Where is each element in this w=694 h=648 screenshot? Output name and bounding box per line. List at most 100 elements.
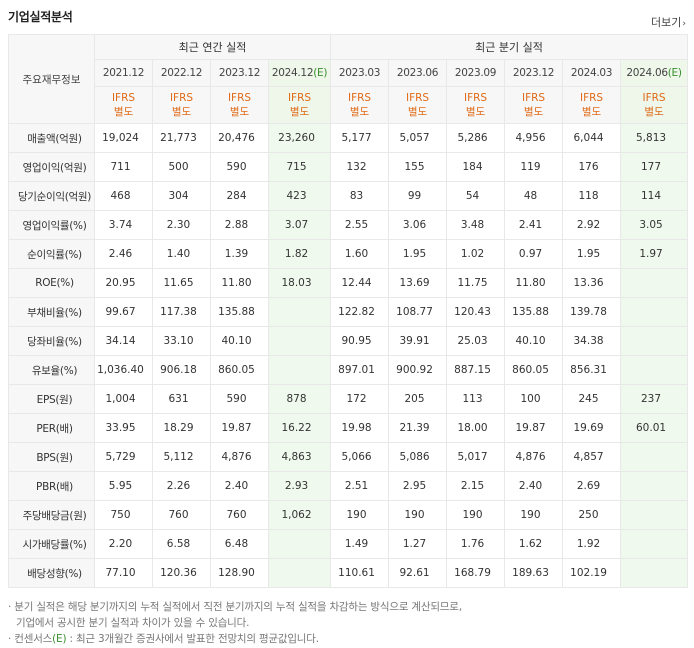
table-cell: 11.80: [210, 268, 269, 298]
table-row: PER(배) 33.95 18.29 19.87 16.22 19.98 21.39 18.0…: [8, 413, 689, 443]
period-header: 2023.12: [210, 59, 269, 87]
table-cell: [267, 529, 332, 559]
table-cell: 1.27: [388, 529, 448, 559]
table-cell: 2.51: [330, 471, 390, 501]
row-label: 영업이익(억원): [8, 152, 95, 182]
table-cell: 102.19: [562, 558, 622, 588]
table-cell: 25.03: [446, 326, 506, 356]
table-row: BPS(원) 5,729 5,112 4,876 4,863 5,066 5,086 5,01…: [8, 442, 689, 472]
table-cell: 18.29: [152, 413, 211, 443]
table-cell: 40.10: [210, 326, 269, 356]
ifrs-sub-label: 별도: [581, 106, 602, 118]
row-label: EPS(원): [8, 384, 95, 414]
period-header: 2023.03: [330, 59, 390, 87]
table-cell: 13.36: [562, 268, 622, 298]
table-cell: 99.67: [94, 297, 153, 327]
table-row: PBR(배) 5.95 2.26 2.40 2.93 2.51 2.95 2.15 2.40 2.…: [8, 471, 689, 501]
ifrs-sub-label: 별도: [523, 106, 544, 118]
table-cell: 48: [504, 181, 564, 211]
table-cell: 1.76: [446, 529, 506, 559]
table-cell: 34.38: [562, 326, 622, 356]
table-cell: 33.10: [152, 326, 211, 356]
table-cell: [620, 529, 689, 559]
table-cell: 2.26: [152, 471, 211, 501]
table-cell: 2.95: [388, 471, 448, 501]
table-cell: [620, 355, 689, 385]
table-cell: 99: [388, 181, 448, 211]
table-cell: 1.02: [446, 239, 506, 269]
table-cell: 304: [152, 181, 211, 211]
table-cell: 5,286: [446, 123, 506, 153]
row-label: 영업이익률(%): [8, 210, 95, 240]
table-cell: 117.38: [152, 297, 211, 327]
table-row: 주당배당금(원) 750 760 760 1,062 190 190 190 190 250: [8, 500, 689, 530]
table-cell: 54: [446, 181, 506, 211]
table-cell: 33.95: [94, 413, 153, 443]
footnote-2-pre: 컨센서스: [14, 633, 53, 645]
table-cell: 2.40: [210, 471, 269, 501]
table-cell: 5,017: [446, 442, 506, 472]
table-cell: 19.69: [562, 413, 622, 443]
ifrs-header: IFRS 별도: [562, 86, 622, 124]
table-cell: 250: [562, 500, 622, 530]
table-cell: 18.03: [267, 268, 332, 298]
ifrs-label: IFRS: [579, 92, 604, 104]
table-cell: 5,177: [330, 123, 390, 153]
table-cell: 120.43: [446, 297, 506, 327]
table-row: 당좌비율(%) 34.14 33.10 40.10 90.95 39.91 25.03 40.…: [8, 326, 689, 356]
ifrs-label: IFRS: [463, 92, 488, 104]
footnote-1-text: 분기 실적은 해당 분기까지의 누적 실적에서 직전 분기까지의 누적 실적을 …: [14, 601, 462, 613]
period-label: 2024.06: [626, 67, 668, 79]
row-label: 시가배당률(%): [8, 529, 95, 559]
table-cell: 468: [94, 181, 153, 211]
table-cell: 3.05: [620, 210, 689, 240]
table-cell: 2.93: [267, 471, 332, 501]
period-header: 2023.12: [504, 59, 564, 87]
table-row: 영업이익률(%) 3.74 2.30 2.88 3.07 2.55 3.06 3.48 2.41…: [8, 210, 689, 240]
period-label: 2023.09: [454, 67, 497, 79]
more-link[interactable]: 더보기›: [651, 14, 686, 30]
table-cell: 4,857: [562, 442, 622, 472]
ifrs-label: IFRS: [405, 92, 430, 104]
table-cell: 1.60: [330, 239, 390, 269]
table-cell: 12.44: [330, 268, 390, 298]
table-cell: 500: [152, 152, 211, 182]
table-cell: 90.95: [330, 326, 390, 356]
table-cell: [267, 297, 332, 327]
ifrs-label: IFRS: [169, 92, 194, 104]
footnote-1-cont-text: 기업에서 공시한 분기 실적과 차이가 있을 수 있습니다.: [16, 617, 250, 629]
ifrs-label: IFRS: [642, 92, 666, 104]
table-cell: 19.87: [210, 413, 269, 443]
period-label: 2024.03: [570, 67, 613, 79]
footnotes: · 분기 실적은 해당 분기까지의 누적 실적에서 직전 분기까지의 누적 실적…: [8, 599, 688, 647]
ifrs-header: IFRS 별도: [620, 86, 689, 124]
row-label: ROE(%): [8, 268, 95, 298]
section-title: 기업실적분석: [8, 10, 73, 24]
table-cell: 77.10: [94, 558, 153, 588]
table-cell: 20,476: [210, 123, 269, 153]
row-label: 당좌비율(%): [8, 326, 95, 356]
table-cell: 19.98: [330, 413, 390, 443]
table-cell: 5,086: [388, 442, 448, 472]
table-cell: 1,062: [267, 500, 332, 530]
table-cell: [620, 558, 689, 588]
corner-header: 주요재무정보: [8, 34, 95, 124]
table-cell: 284: [210, 181, 269, 211]
table-cell: 6.58: [152, 529, 211, 559]
table-row: 시가배당률(%) 2.20 6.58 6.48 1.49 1.27 1.76 1.62 1.92: [8, 529, 689, 559]
ifrs-label: IFRS: [521, 92, 546, 104]
ifrs-sub-label: 별도: [407, 106, 428, 118]
ifrs-header: IFRS 별도: [388, 86, 448, 124]
period-header-row: 2021.12 2022.12 2023.12 2024.12(E) 2023.03 20…: [9, 59, 689, 87]
table-cell: [620, 471, 689, 501]
period-label: 2023.12: [218, 67, 261, 79]
table-row: 순이익률(%) 2.46 1.40 1.39 1.82 1.60 1.95 1.02 0.97 1…: [8, 239, 689, 269]
table-cell: 176: [562, 152, 622, 182]
table-cell: 237: [620, 384, 689, 414]
period-label: 2023.12: [512, 67, 555, 79]
ifrs-header: IFRS 별도: [330, 86, 390, 124]
row-label: BPS(원): [8, 442, 95, 472]
table-cell: 2.55: [330, 210, 390, 240]
table-cell: 856.31: [562, 355, 622, 385]
ifrs-header: IFRS 별도: [152, 86, 211, 124]
